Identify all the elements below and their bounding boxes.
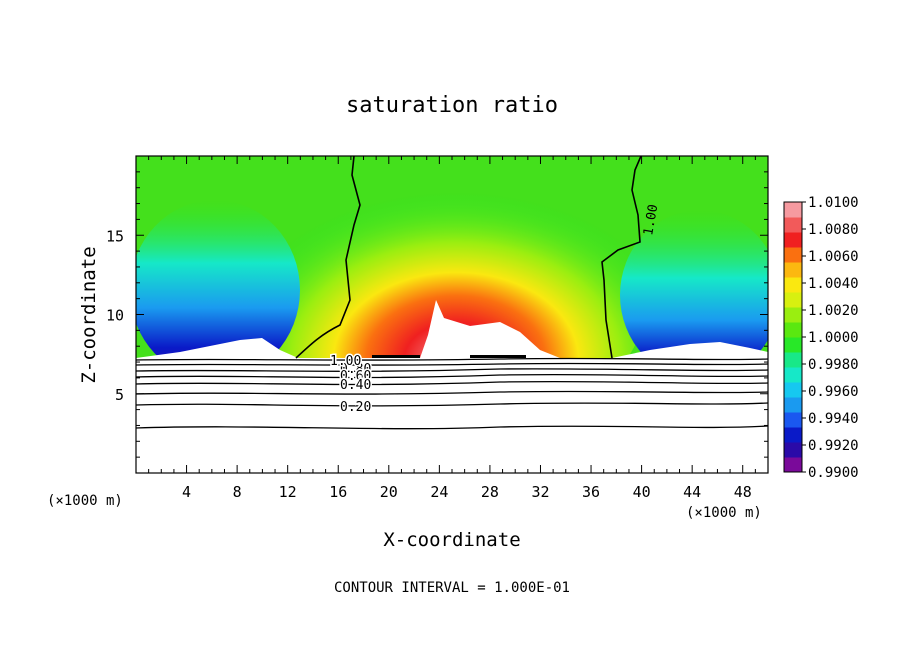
- contour-line: [295, 156, 361, 359]
- chart-title: saturation ratio: [346, 93, 558, 118]
- x-tick-label: 8: [233, 483, 242, 501]
- x-tick-label: 36: [582, 483, 600, 501]
- colorbar-segment: [784, 382, 802, 398]
- contour-label: 0.60: [340, 369, 371, 384]
- contour-label: 0.40: [340, 378, 371, 393]
- colorbar-segment: [784, 352, 802, 368]
- x-tick-label: 28: [481, 483, 499, 501]
- contour-labels: 0.80 0.60 0.40 0.20 1.00 1.00: [329, 203, 662, 416]
- x-tick-label: 44: [683, 483, 701, 501]
- y-tick-label: 10: [106, 307, 124, 325]
- colorbar-label: 1.0060: [808, 249, 859, 265]
- colorbar-segment: [784, 367, 802, 383]
- y-tick-label: 15: [106, 227, 124, 245]
- contour-line: [136, 373, 768, 379]
- contour-lines: [136, 156, 768, 430]
- colorbar-segment: [784, 202, 802, 218]
- x-tick-label: 20: [380, 483, 398, 501]
- x-unit-left: (×1000 m): [47, 493, 123, 509]
- colorbar-segment: [784, 247, 802, 263]
- colorbar-label: 0.9960: [808, 384, 859, 400]
- x-tick-label: 12: [279, 483, 297, 501]
- x-tick-label: 4: [182, 483, 191, 501]
- colorbar-segment: [784, 292, 802, 308]
- x-axis-label: X-coordinate: [383, 529, 520, 551]
- x-tick-label: 32: [531, 483, 549, 501]
- colorbar-segment: [784, 457, 802, 473]
- colorbar-label: 0.9920: [808, 438, 859, 454]
- contour-line: [136, 402, 768, 407]
- colorbar-label: 0.9980: [808, 357, 859, 373]
- contour-label: 0.20: [340, 400, 371, 415]
- x-tick-label: 48: [734, 483, 752, 501]
- colorbar: 1.0100 1.0080 1.0060 1.0040 1.0020 1.0000 0.99…: [783, 195, 859, 481]
- contour-line: [136, 390, 768, 395]
- colorbar-segment: [784, 412, 802, 428]
- y-axis: 5 10 15: [106, 171, 768, 458]
- colorbar-label: 0.9940: [808, 411, 859, 427]
- colorbar-label: 1.0020: [808, 303, 859, 319]
- colorbar-segment: [784, 277, 802, 293]
- colorbar-segment: [784, 427, 802, 443]
- colorbar-label: 1.0040: [808, 276, 859, 292]
- colorbar-segment: [784, 307, 802, 323]
- contour-line: [136, 368, 768, 372]
- x-tick-label: 16: [329, 483, 347, 501]
- colorbar-label: 1.0100: [808, 195, 859, 211]
- x-axis: 4 8 12 16 20 24 28 32 36 40 44 48: [148, 156, 756, 501]
- contour-line: [372, 355, 420, 358]
- contour-line: [470, 355, 526, 358]
- contour-interval-note: CONTOUR INTERVAL = 1.000E-01: [334, 580, 570, 596]
- contour-line: [136, 357, 768, 361]
- contour-line: [136, 362, 768, 366]
- x-tick-label: 40: [633, 483, 651, 501]
- colorbar-segment: [784, 262, 802, 278]
- colorbar-segment: [784, 217, 802, 233]
- x-tick-label: 24: [430, 483, 448, 501]
- colorbar-segment: [784, 337, 802, 353]
- y-axis-label: Z-coordinate: [78, 246, 100, 383]
- y-tick-label: 5: [115, 386, 124, 404]
- colorbar-segment: [784, 322, 802, 338]
- saturation-field: [136, 156, 768, 473]
- contour-line: [136, 380, 768, 386]
- contour-label: 0.80: [340, 362, 371, 377]
- colorbar-segment: [784, 232, 802, 248]
- contour-line: [601, 156, 642, 359]
- contour-label: 1.00: [641, 203, 661, 236]
- colorbar-segment: [784, 397, 802, 413]
- colorbar-label: 1.0080: [808, 222, 859, 238]
- colorbar-segment: [784, 442, 802, 458]
- contour-label: 1.00: [330, 354, 361, 369]
- colorbar-label: 0.9900: [808, 465, 859, 481]
- colorbar-label: 1.0000: [808, 330, 859, 346]
- contour-line: [136, 425, 768, 430]
- x-unit-right: (×1000 m): [686, 505, 762, 521]
